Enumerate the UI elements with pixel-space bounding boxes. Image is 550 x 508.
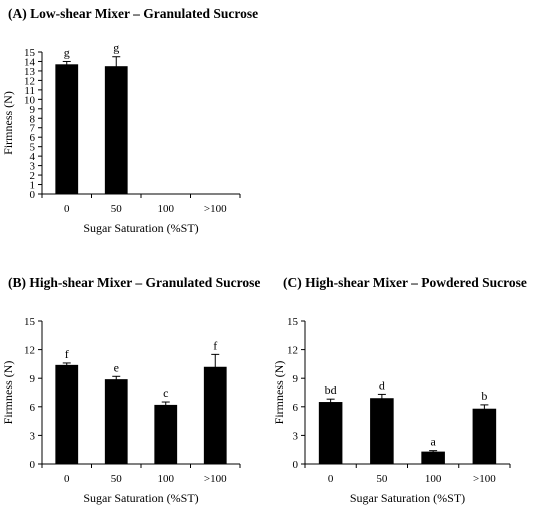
x-tick-label: 50: [111, 473, 123, 485]
significance-label: e: [114, 360, 119, 374]
bar: [203, 366, 227, 464]
significance-label: a: [430, 435, 436, 449]
x-tick-label: 50: [111, 203, 123, 215]
bar: [472, 408, 497, 464]
bar: [318, 402, 343, 464]
y-tick-label: 0: [293, 459, 299, 471]
y-tick-label: 14: [24, 56, 36, 68]
x-axis-title: Sugar Saturation (%ST): [83, 221, 198, 235]
y-tick-label: 6: [30, 132, 36, 144]
significance-label: g: [113, 41, 119, 55]
bar: [370, 398, 394, 464]
y-tick-label: 15: [287, 316, 299, 328]
x-tick-label: 100: [425, 473, 442, 485]
y-tick-label: 11: [24, 85, 35, 97]
y-tick-label: 15: [24, 47, 36, 59]
y-tick-label: 2: [30, 170, 36, 182]
y-tick-label: 8: [30, 113, 36, 125]
y-tick-label: 12: [287, 345, 298, 357]
y-tick-label: 5: [30, 142, 36, 154]
y-axis-title: Firmness (N): [272, 361, 286, 425]
x-tick-label: 0: [64, 203, 70, 215]
y-tick-label: 9: [30, 373, 36, 385]
y-tick-label: 3: [293, 430, 299, 442]
y-tick-label: 1: [30, 180, 36, 192]
significance-label: f: [65, 347, 69, 361]
y-tick-label: 3: [30, 161, 36, 173]
y-tick-label: 12: [24, 345, 35, 357]
bar: [55, 64, 79, 194]
significance-label: f: [213, 338, 217, 352]
y-tick-label: 15: [24, 316, 36, 328]
significance-label: d: [379, 378, 385, 392]
significance-label: c: [163, 386, 168, 400]
x-axis-title: Sugar Saturation (%ST): [350, 491, 465, 505]
panel-title: (A) Low-shear Mixer – Granulated Sucrose: [8, 6, 258, 21]
y-tick-label: 6: [293, 402, 299, 414]
x-tick-label: 100: [158, 203, 175, 215]
y-tick-label: 13: [24, 66, 36, 78]
x-tick-label: >100: [204, 473, 227, 485]
y-tick-label: 7: [30, 123, 36, 135]
y-tick-label: 9: [30, 104, 36, 116]
bar: [104, 66, 128, 194]
y-axis-title: Firmness (N): [1, 361, 15, 425]
y-tick-label: 9: [293, 373, 299, 385]
bar: [104, 379, 128, 464]
y-tick-label: 4: [30, 151, 36, 163]
significance-label: g: [64, 45, 70, 59]
significance-label: bd: [325, 383, 337, 397]
y-tick-label: 0: [30, 459, 36, 471]
x-tick-label: 0: [328, 473, 334, 485]
bar: [154, 404, 178, 464]
y-tick-label: 6: [30, 402, 36, 414]
x-axis-title: Sugar Saturation (%ST): [83, 491, 198, 505]
x-tick-label: >100: [473, 473, 496, 485]
x-tick-label: 0: [64, 473, 70, 485]
y-tick-label: 10: [24, 94, 36, 106]
y-tick-label: 12: [24, 75, 35, 87]
panel-title: (B) High-shear Mixer – Granulated Sucros…: [8, 275, 260, 290]
x-tick-label: 50: [376, 473, 388, 485]
panel-title: (C) High-shear Mixer – Powdered Sucrose: [283, 275, 527, 290]
y-tick-label: 0: [30, 189, 36, 201]
x-tick-label: >100: [204, 203, 227, 215]
significance-label: b: [481, 389, 487, 403]
bar: [55, 364, 79, 464]
y-tick-label: 3: [30, 430, 36, 442]
bar: [421, 451, 445, 464]
y-axis-title: Firmness (N): [1, 91, 15, 155]
x-tick-label: 100: [158, 473, 175, 485]
